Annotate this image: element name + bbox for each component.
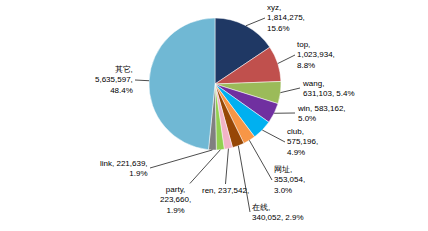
svg-text:win, 583,162,5.0%: win, 583,162,5.0% — [297, 104, 346, 123]
svg-text:wang,631,103, 5.4%: wang,631,103, 5.4% — [302, 79, 355, 98]
svg-text:xyz,1,814,275,15.6%: xyz,1,814,275,15.6% — [267, 3, 305, 33]
svg-text:其它,5,635,597,48.4%: 其它,5,635,597,48.4% — [95, 65, 133, 95]
svg-text:club,575,196,4.9%: club,575,196,4.9% — [287, 127, 318, 157]
svg-text:网址,353,054,3.0%: 网址,353,054,3.0% — [274, 165, 305, 195]
svg-text:ren, 237,542,: ren, 237,542, — [202, 186, 249, 195]
svg-text:party,223,660,1.9%: party,223,660,1.9% — [160, 185, 191, 215]
svg-text:link, 221,639,1.9%: link, 221,639,1.9% — [100, 159, 148, 178]
svg-text:top,1,023,934,8.8%: top,1,023,934,8.8% — [297, 40, 335, 70]
svg-text:在线,340,052, 2.9%: 在线,340,052, 2.9% — [252, 203, 304, 222]
